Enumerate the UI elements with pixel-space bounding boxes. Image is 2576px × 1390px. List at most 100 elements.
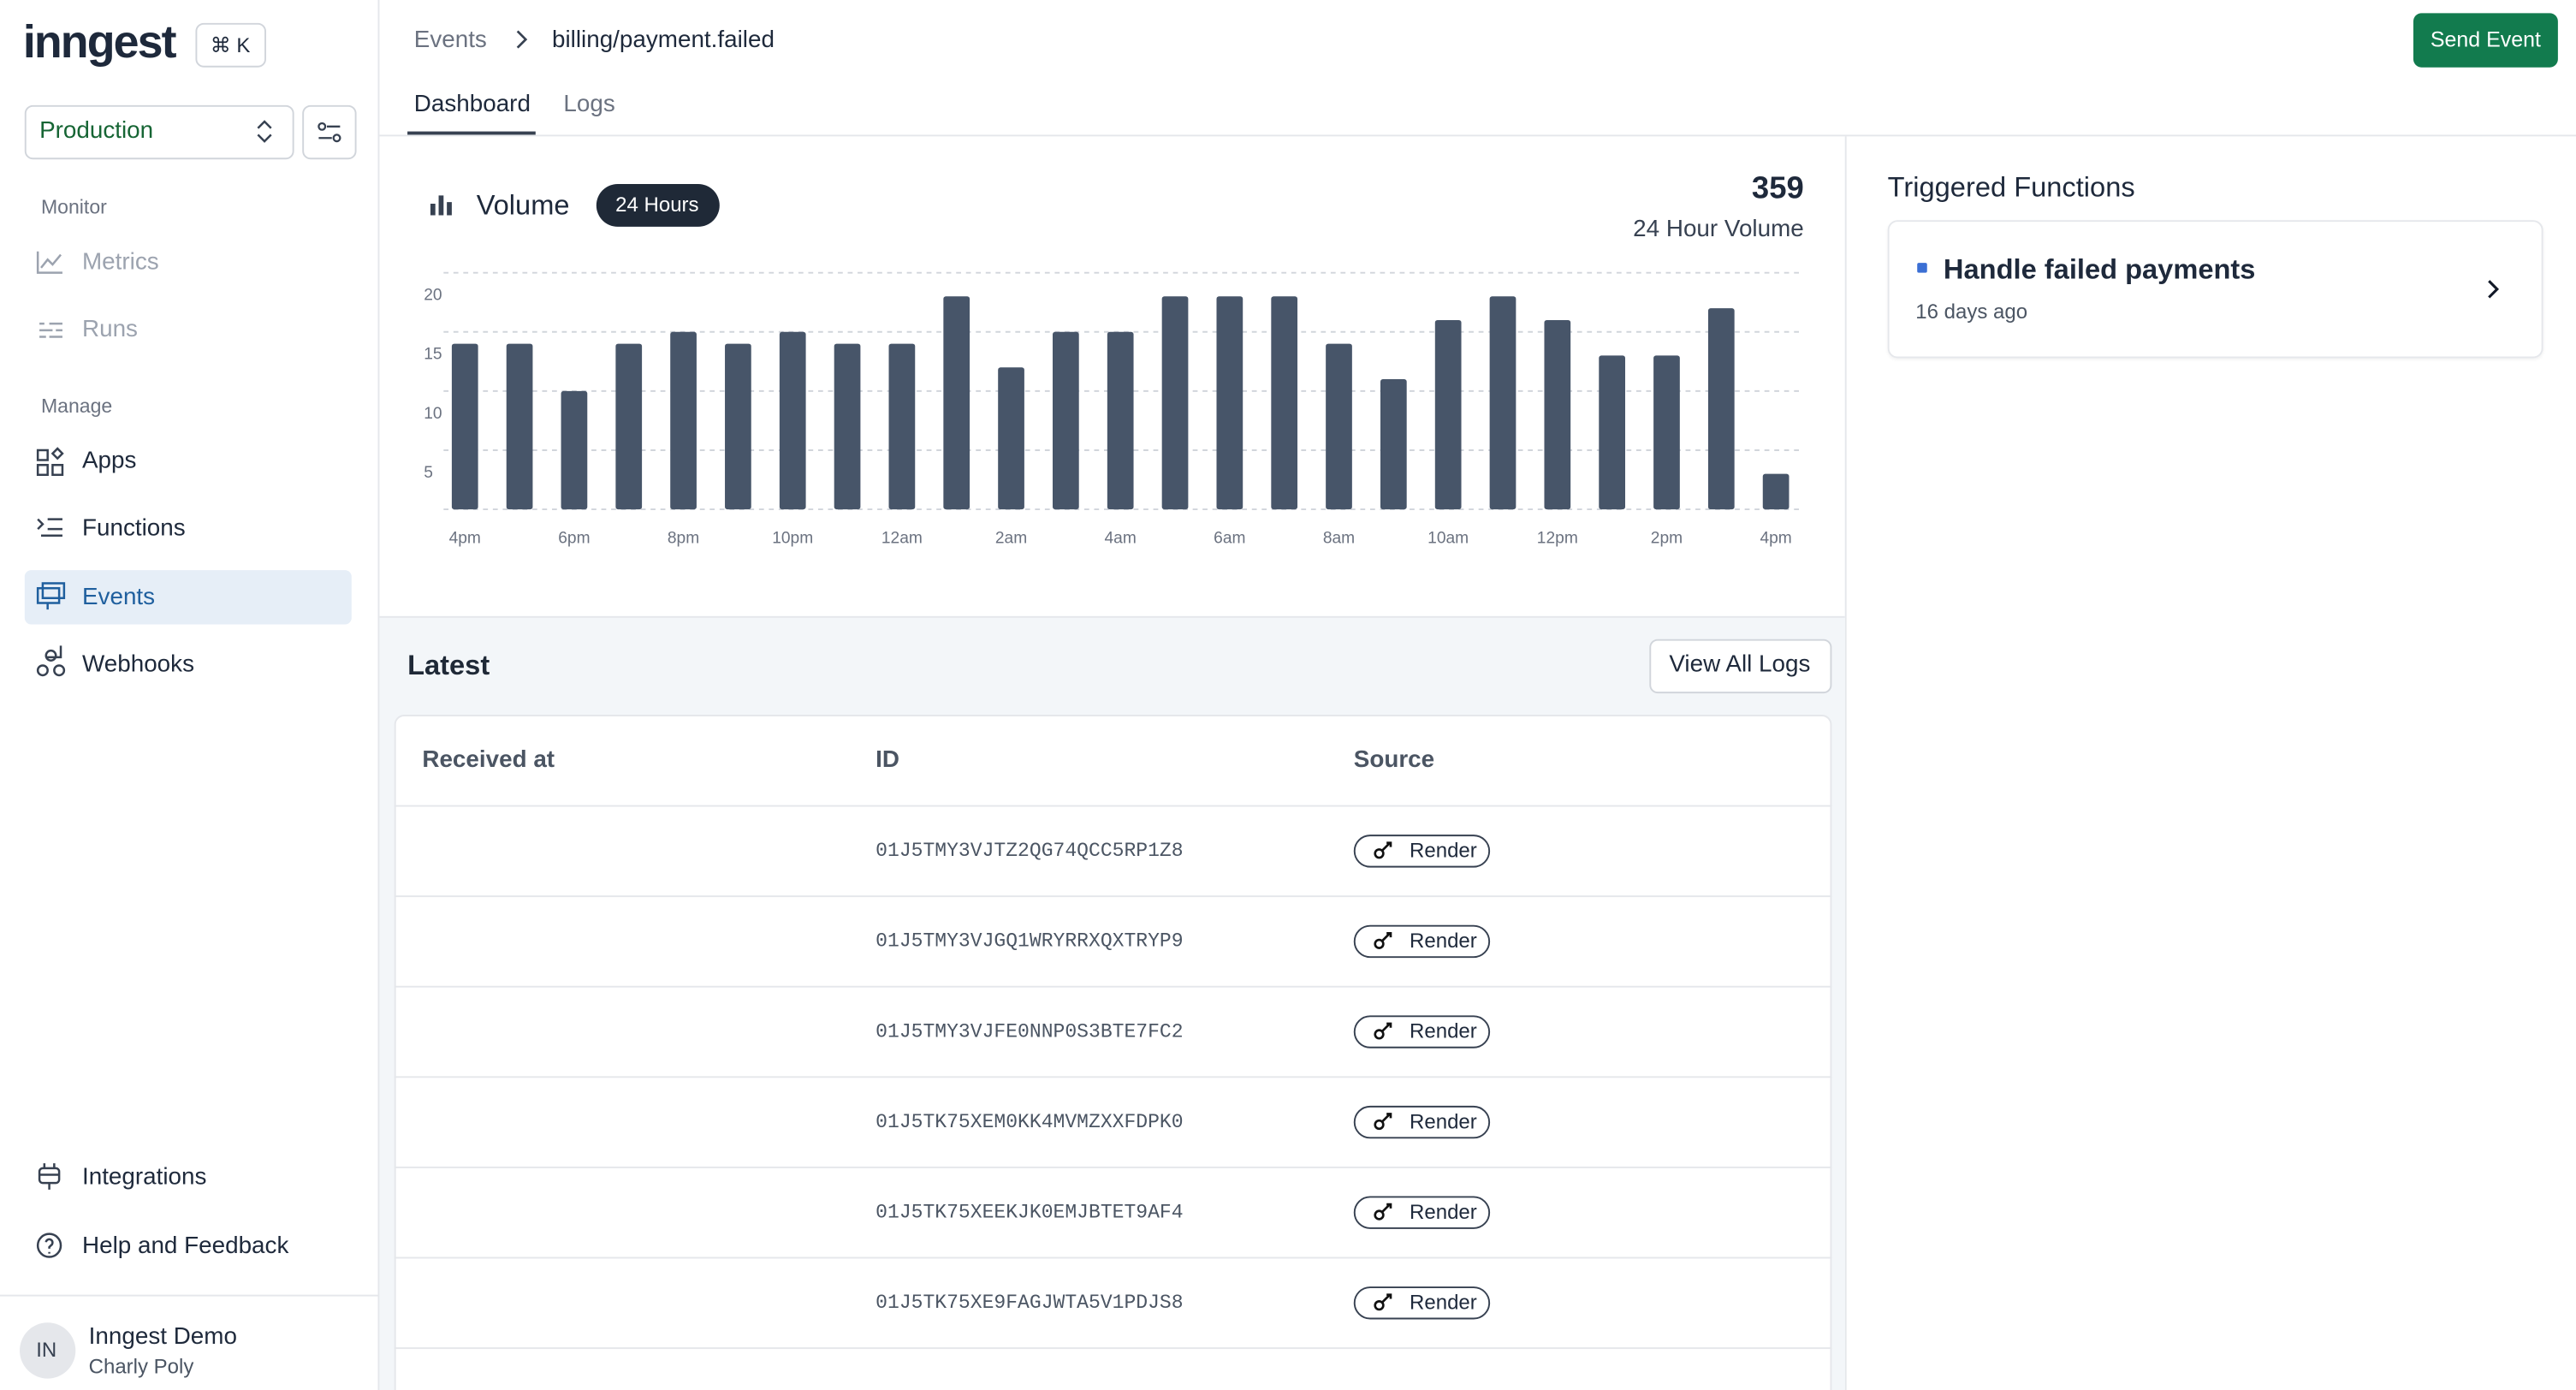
panel-title: Triggered Functions [1888, 174, 2135, 202]
x-tick-label: 10pm [772, 530, 813, 548]
nav-item[interactable]: Runs [82, 318, 138, 342]
filter-icon [316, 118, 344, 146]
select-icon [253, 118, 276, 145]
bar [670, 332, 697, 509]
user-name: Inngest Demo [89, 1326, 237, 1350]
x-tick-label: 12pm [1537, 530, 1578, 548]
row-divider [395, 895, 1832, 897]
header-border [379, 134, 2576, 136]
source-icon [1374, 1020, 1393, 1043]
x-tick-label: 8am [1323, 530, 1355, 548]
bar [452, 344, 478, 509]
row-divider [395, 986, 1832, 988]
x-tick-label: 10am [1427, 530, 1469, 548]
user-subtitle: Charly Poly [89, 1357, 194, 1377]
bar [1162, 296, 1189, 509]
event-id: 01J5TK75XEEKJK0EMJBTET9AF4 [875, 1203, 1183, 1222]
column-header: ID [875, 749, 899, 773]
bar [507, 344, 533, 509]
source-name: Render [1410, 1292, 1477, 1313]
bar [834, 344, 861, 509]
row-divider [395, 1076, 1832, 1078]
bar [1216, 296, 1243, 509]
tab[interactable]: Logs [563, 93, 614, 117]
nav-item[interactable]: Functions [82, 517, 186, 541]
source-icon [1374, 1201, 1393, 1224]
function-time: 16 days ago [1915, 302, 2027, 323]
x-tick-label: 2am [995, 530, 1027, 548]
bar [1107, 332, 1134, 509]
source-name: Render [1410, 1022, 1477, 1042]
nav-item[interactable]: Apps [82, 450, 136, 474]
breadcrumb[interactable]: Events [414, 29, 487, 53]
x-tick-label: 4pm [1760, 530, 1791, 548]
x-tick-label: 6pm [558, 530, 590, 548]
button-label: View All Logs [1669, 654, 1810, 678]
y-tick-label: 20 [424, 287, 442, 305]
volume-chart: 51015204pm6pm8pm10pm12am2am4am6am8am10am… [379, 138, 1844, 616]
y-tick-label: 10 [424, 405, 442, 423]
bar [998, 367, 1024, 509]
row-divider [395, 805, 1832, 807]
bar [1653, 355, 1680, 509]
breadcrumb: billing/payment.failed [552, 29, 775, 53]
bar [1380, 379, 1407, 509]
avatar-initials: IN [36, 1340, 56, 1361]
event-id: 01J5TK75XEM0KK4MVMZXXFDPK0 [875, 1113, 1183, 1132]
function-dot [1917, 263, 1927, 273]
bar [561, 391, 588, 509]
card-chevron [2484, 277, 2500, 300]
bar [1053, 332, 1079, 509]
env-name: Production [39, 120, 153, 144]
nav-item[interactable]: Metrics [82, 251, 159, 275]
source-name: Render [1410, 841, 1477, 861]
x-tick-label: 2pm [1651, 530, 1683, 548]
bar [725, 344, 751, 509]
nav-icons [36, 247, 66, 690]
bar [1544, 320, 1570, 509]
y-tick-label: 5 [424, 464, 433, 482]
nav-item[interactable]: Integrations [82, 1166, 206, 1190]
bar [1708, 308, 1735, 509]
logo[interactable]: inngest [23, 20, 175, 66]
bar [1763, 474, 1790, 509]
tab-underline [407, 132, 536, 135]
bar [1490, 296, 1517, 509]
bar [1326, 344, 1352, 509]
nav-item[interactable]: Help and Feedback [82, 1235, 288, 1259]
bar [889, 344, 916, 509]
bar [1599, 355, 1625, 509]
bar [943, 296, 970, 509]
bar [780, 332, 806, 509]
event-id: 01J5TK75XE9FAGJWTA5V1PDJS8 [875, 1293, 1183, 1313]
function-card[interactable] [1888, 220, 2543, 358]
bar [1271, 296, 1297, 509]
event-id: 01J5TMY3VJTZ2QG74QCC5RP1Z8 [875, 841, 1183, 861]
nav-item[interactable]: Events [82, 586, 155, 610]
function-name: Handle failed payments [1944, 256, 2256, 284]
divider [0, 1295, 378, 1297]
events-table [395, 715, 1832, 1390]
row-divider [395, 1347, 1832, 1349]
bar [1435, 320, 1462, 509]
row-divider [395, 1167, 1832, 1168]
source-name: Render [1410, 1112, 1477, 1132]
row-divider [395, 1257, 1832, 1259]
event-id: 01J5TMY3VJFE0NNP0S3BTE7FC2 [875, 1022, 1183, 1042]
source-icon [1374, 840, 1393, 863]
x-tick-label: 6am [1214, 530, 1245, 548]
button-label: Send Event [2431, 29, 2541, 50]
tab[interactable]: Dashboard [414, 93, 531, 117]
section-title: Monitor [41, 197, 107, 217]
x-tick-label: 12am [881, 530, 923, 548]
shortcut: ⌘ K [211, 36, 251, 56]
breadcrumb-chevron [513, 28, 529, 51]
nav-item[interactable]: Webhooks [82, 654, 194, 678]
y-tick-label: 15 [424, 346, 442, 364]
column-header: Received at [422, 749, 555, 773]
source-name: Render [1410, 1203, 1477, 1223]
footer-icons [36, 1161, 66, 1263]
x-tick-label: 8pm [668, 530, 699, 548]
